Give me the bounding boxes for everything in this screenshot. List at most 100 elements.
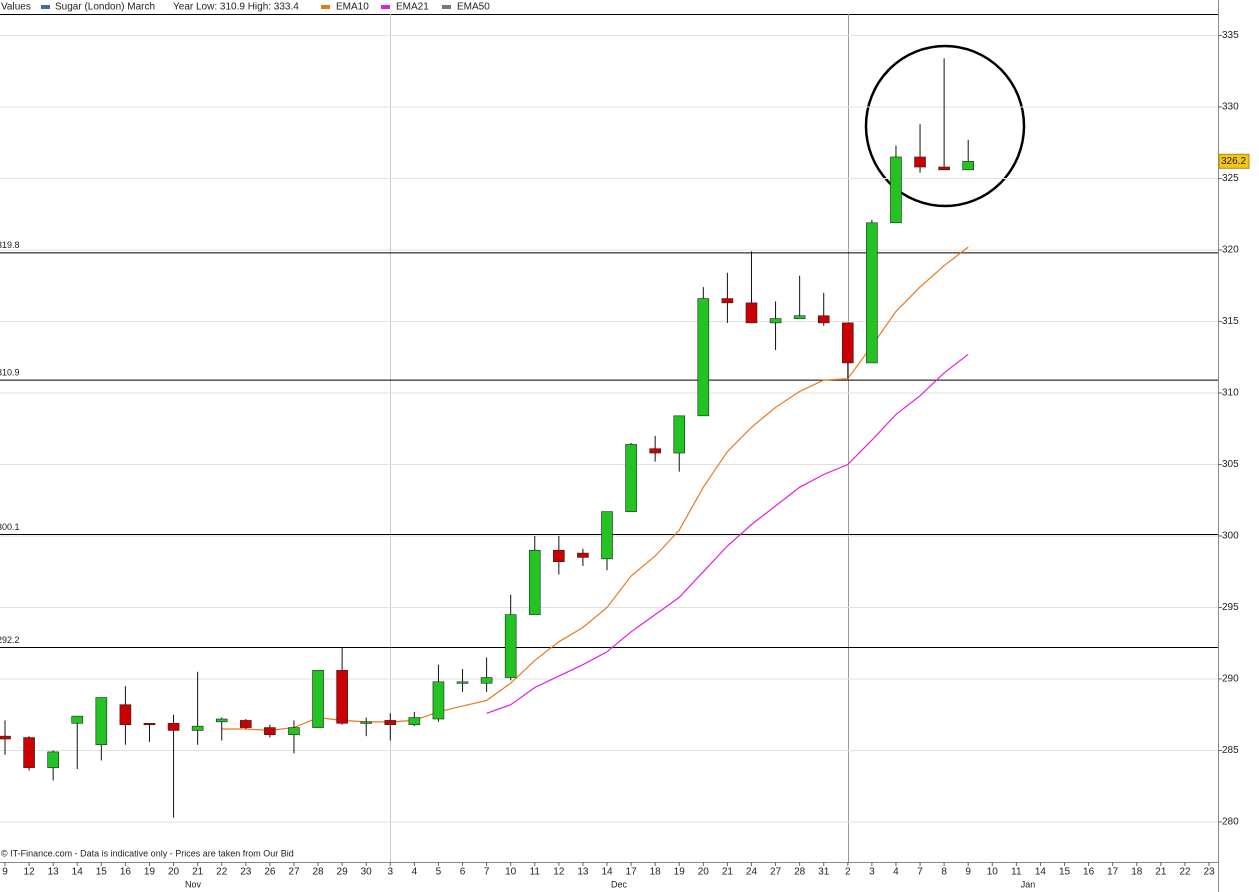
x-tick-label: 10 [987,867,999,878]
candle-body [71,715,84,724]
candle-body [119,704,132,726]
y-tick-label: 320 [1222,245,1239,256]
month-label: Nov [185,879,202,889]
x-tick-label: 3 [387,867,393,878]
candle-body [215,718,228,723]
y-tick-label: 305 [1222,459,1239,470]
x-tick-label: 6 [460,867,466,878]
candle-body [769,318,782,324]
x-tick-label: 19 [674,867,686,878]
y-tick-label: 335 [1222,30,1239,41]
x-tick-label: 12 [553,867,565,878]
x-tick-label: 11 [1011,867,1022,878]
legend-swatch [381,5,390,9]
x-tick-label: 4 [893,867,899,878]
x-tick-label: 4 [412,867,418,878]
candle-body [793,315,806,319]
x-tick-label: 17 [1107,867,1119,878]
x-tick-label: 24 [746,867,758,878]
month-label: Dec [611,879,628,889]
x-tick-label: 15 [96,867,108,878]
candle-body [528,549,541,615]
legend: Values Sugar (London) March Year Low: 31… [1,2,299,13]
x-tick-label: 30 [361,867,373,878]
x-tick-label: 2 [845,867,851,878]
x-tick-label: 29 [337,867,349,878]
candle-body [240,720,252,728]
x-tick-label: 9 [965,867,971,878]
candle-body [480,677,493,684]
x-tick-label: 7 [917,867,923,878]
legend-title: Values [1,2,31,13]
candle-body [721,298,734,304]
candle-body [697,298,710,417]
x-tick-label: 27 [770,867,782,878]
candle-body [577,552,589,558]
legend-label: EMA10 [336,2,369,13]
y-tick-label: 310 [1222,388,1239,399]
candle-body [312,670,324,728]
x-tick-label: 23 [240,867,252,878]
legend-swatch [442,5,451,9]
candle-body [962,160,975,171]
annotation-circle [864,44,1026,208]
x-tick-label: 11 [530,867,541,878]
y-tick-label: 280 [1222,817,1239,828]
x-tick-label: 17 [626,867,638,878]
x-tick-label: 18 [650,867,662,878]
candle-body [504,614,517,678]
grid [0,34,1218,823]
x-tick-label: 21 [192,867,204,878]
x-tick-label: 16 [1083,867,1095,878]
month-label: Jan [1021,879,1036,889]
x-tick-label: 14 [601,867,613,878]
candle-body [625,444,637,512]
x-tick-label: 21 [722,867,734,878]
x-tick-label: 10 [505,867,517,878]
x-tick-label: 12 [24,867,36,878]
level-label: 300.1 [0,522,20,532]
candle-body [866,222,878,364]
candle-body [890,156,902,224]
x-tick-label: 20 [168,867,180,878]
footer: © IT-Finance.com - Data is indicative on… [1,848,294,858]
candle-body [336,670,348,724]
plot-layer [0,34,1218,823]
x-tick-label: 8 [941,867,947,878]
y-tick-label: 290 [1222,674,1239,685]
x-tick-label: 13 [577,867,589,878]
candle-body [553,549,565,562]
x-tick-label: 18 [1131,867,1143,878]
candle-body [143,722,156,726]
x-tick-label: 7 [484,867,490,878]
candle-body [938,166,950,171]
x-tick-label: 3 [869,867,875,878]
candle-body [264,727,276,736]
x-tick-label: 16 [120,867,132,878]
x-tick-label: 21 [1155,867,1167,878]
candle-body [384,720,397,726]
candle-body [360,721,373,724]
y-tick-label: 325 [1222,173,1239,184]
x-tick-label: 26 [264,867,276,878]
candle-body [23,737,35,768]
candle-body [191,725,204,731]
last-price-label: 326.2 [1221,156,1246,167]
x-tick-label: 13 [48,867,60,878]
candle-body [95,697,108,746]
candle-body [817,315,830,324]
indicator-line [486,353,969,714]
candle-body [167,722,180,731]
candle-body [745,302,758,324]
x-tick-label: 22 [1179,867,1191,878]
candle-body [432,681,445,720]
legend-label: EMA50 [457,2,490,13]
y-tick-label: 300 [1222,531,1239,542]
y-tick-label: 295 [1222,602,1239,613]
candle-body [47,751,59,768]
y-tick-label: 315 [1222,316,1239,327]
candle-body [0,735,11,740]
x-tick-label: 20 [698,867,710,878]
x-tick-label: 14 [1035,867,1047,878]
